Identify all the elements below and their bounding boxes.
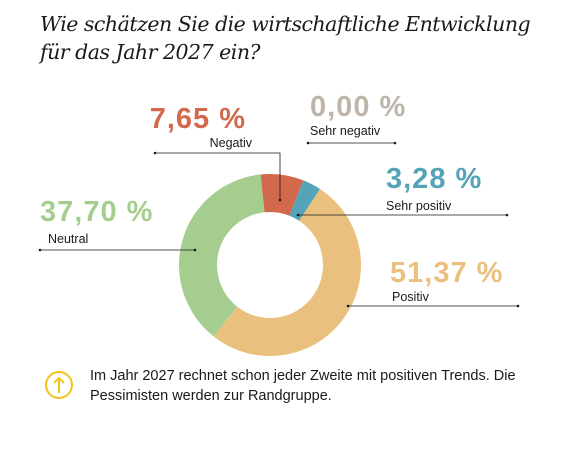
leader-dot-negativ	[153, 151, 157, 155]
slice-sehr-positiv	[289, 180, 321, 221]
value-label-neutral: 37,70 %	[40, 196, 153, 228]
slice-positiv	[213, 188, 362, 357]
arrow-up-circle-icon	[45, 371, 73, 399]
leader-dot-sehr-negativ	[393, 141, 397, 145]
category-label-sehr-positiv: Sehr positiv	[386, 199, 452, 213]
chart-title: Wie schätzen Sie die wirtschaftliche Ent…	[40, 12, 531, 64]
leader-dot-neutral	[193, 248, 197, 252]
leader-dot-sehr-positiv	[505, 213, 509, 217]
category-label-sehr-negativ: Sehr negativ	[310, 124, 381, 138]
leader-dot-positiv	[346, 304, 350, 308]
leader-dot-positiv	[516, 304, 520, 308]
category-label-neutral: Neutral	[48, 232, 88, 246]
category-label-positiv: Positiv	[392, 290, 430, 304]
leader-dot-sehr-negativ	[306, 141, 310, 145]
value-label-sehr-negativ: 0,00 %	[310, 91, 406, 123]
value-label-negativ: 7,65 %	[150, 103, 246, 135]
value-label-sehr-positiv: 3,28 %	[386, 163, 482, 195]
leader-line-negativ	[155, 152, 281, 200]
leader-dot-sehr-positiv	[296, 213, 300, 217]
slice-neutral	[179, 174, 265, 337]
category-label-negativ: Negativ	[210, 136, 253, 150]
leader-dot-negativ	[278, 198, 282, 202]
leader-dot-neutral	[38, 248, 42, 252]
chart-note: Im Jahr 2027 rechnet schon jeder Zweite …	[90, 368, 516, 404]
slice-negativ	[260, 174, 304, 216]
value-label-positiv: 51,37 %	[390, 257, 503, 289]
